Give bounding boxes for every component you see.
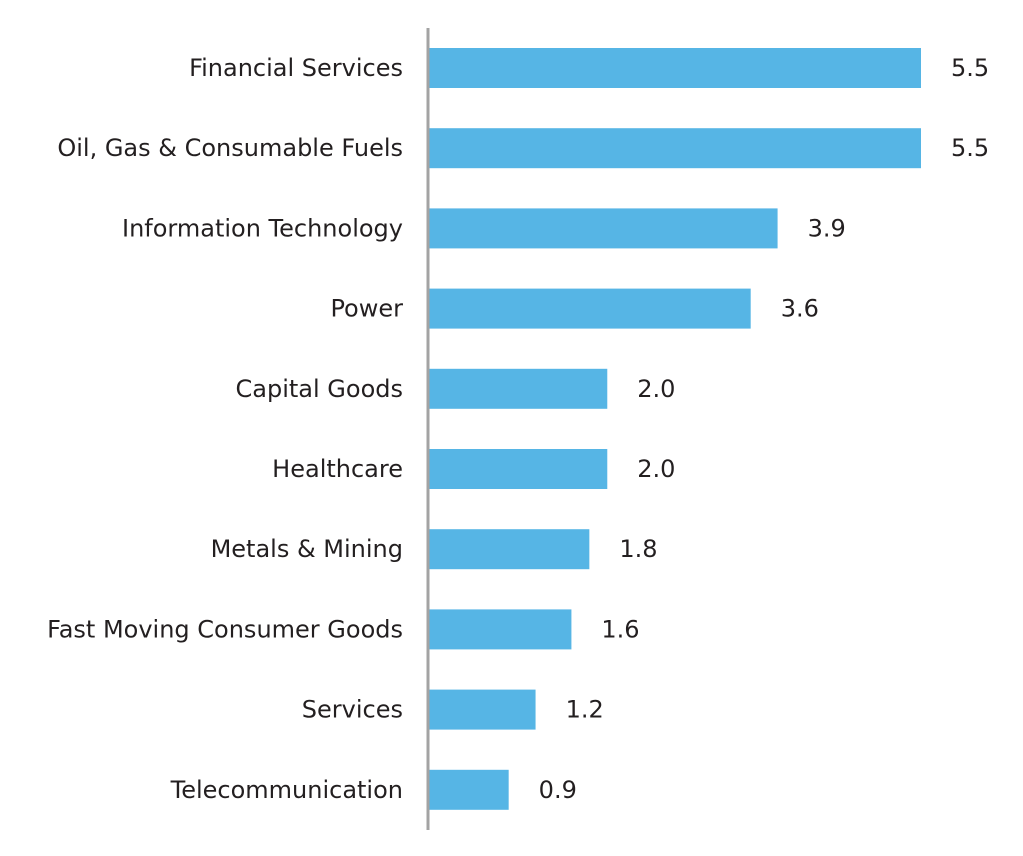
bar: [428, 208, 778, 249]
value-label: 1.6: [601, 615, 639, 643]
bars-layer: [428, 48, 921, 810]
bar: [428, 128, 921, 169]
bar: [428, 288, 751, 329]
value-label: 5.5: [951, 134, 989, 162]
bar: [428, 689, 536, 730]
bar: [428, 48, 921, 88]
value-label: 1.8: [619, 535, 657, 563]
value-label: 3.9: [808, 214, 846, 242]
category-label: Fast Moving Consumer Goods: [47, 615, 403, 643]
value-labels-layer: 5.5 5.5 3.9 3.6 2.0 2.0 1.8 1.6 1.2 0.9: [539, 54, 989, 804]
bar: [428, 368, 608, 409]
value-label: 0.9: [539, 776, 577, 804]
value-label: 2.0: [637, 455, 675, 483]
value-label: 3.6: [781, 295, 819, 323]
value-label: 1.2: [566, 696, 604, 724]
category-label: Information Technology: [122, 214, 403, 242]
bar: [428, 449, 608, 489]
category-label: Power: [330, 295, 403, 323]
value-label: 2.0: [637, 375, 675, 403]
category-label: Oil, Gas & Consumable Fuels: [57, 134, 403, 162]
category-label: Metals & Mining: [211, 535, 403, 563]
category-label: Financial Services: [189, 54, 403, 82]
bar: [428, 529, 590, 570]
category-label: Services: [302, 696, 403, 724]
category-labels-layer: Financial Services Oil, Gas & Consumable …: [47, 54, 403, 804]
bar: [428, 609, 572, 650]
bar: [428, 769, 509, 810]
category-label: Telecommunication: [170, 776, 403, 804]
value-label: 5.5: [951, 54, 989, 82]
category-label: Capital Goods: [236, 375, 403, 403]
category-label: Healthcare: [272, 455, 403, 483]
